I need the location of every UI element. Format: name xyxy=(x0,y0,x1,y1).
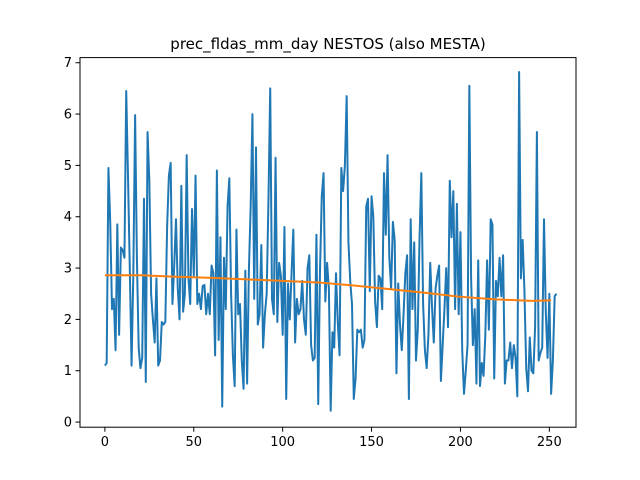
y-tick-label: 3 xyxy=(64,262,72,277)
axes-frame xyxy=(79,57,577,428)
x-tick-label: 100 xyxy=(270,435,295,450)
x-tick-label: 200 xyxy=(448,435,473,450)
y-tick-label: 6 xyxy=(64,108,72,123)
series-line-2 xyxy=(104,274,552,302)
y-tick-label: 2 xyxy=(64,313,72,328)
y-tick-label: 4 xyxy=(64,210,72,225)
x-tick-label: 250 xyxy=(537,435,562,450)
chart-title: prec_fldas_mm_day NESTOS (also MESTA) xyxy=(170,35,485,54)
series-line-1 xyxy=(104,70,558,412)
x-tick-label: 150 xyxy=(359,435,384,450)
x-tick-label: 0 xyxy=(101,435,109,450)
y-tick-label: 7 xyxy=(64,56,72,71)
y-tick-label: 5 xyxy=(64,159,72,174)
x-tick-label: 50 xyxy=(186,435,203,450)
y-tick-label: 0 xyxy=(64,416,72,431)
y-tick-label: 1 xyxy=(64,364,72,379)
plot-area: 0 50 100 150 200 250 0 1 2 3 4 5 6 7 xyxy=(64,56,562,450)
